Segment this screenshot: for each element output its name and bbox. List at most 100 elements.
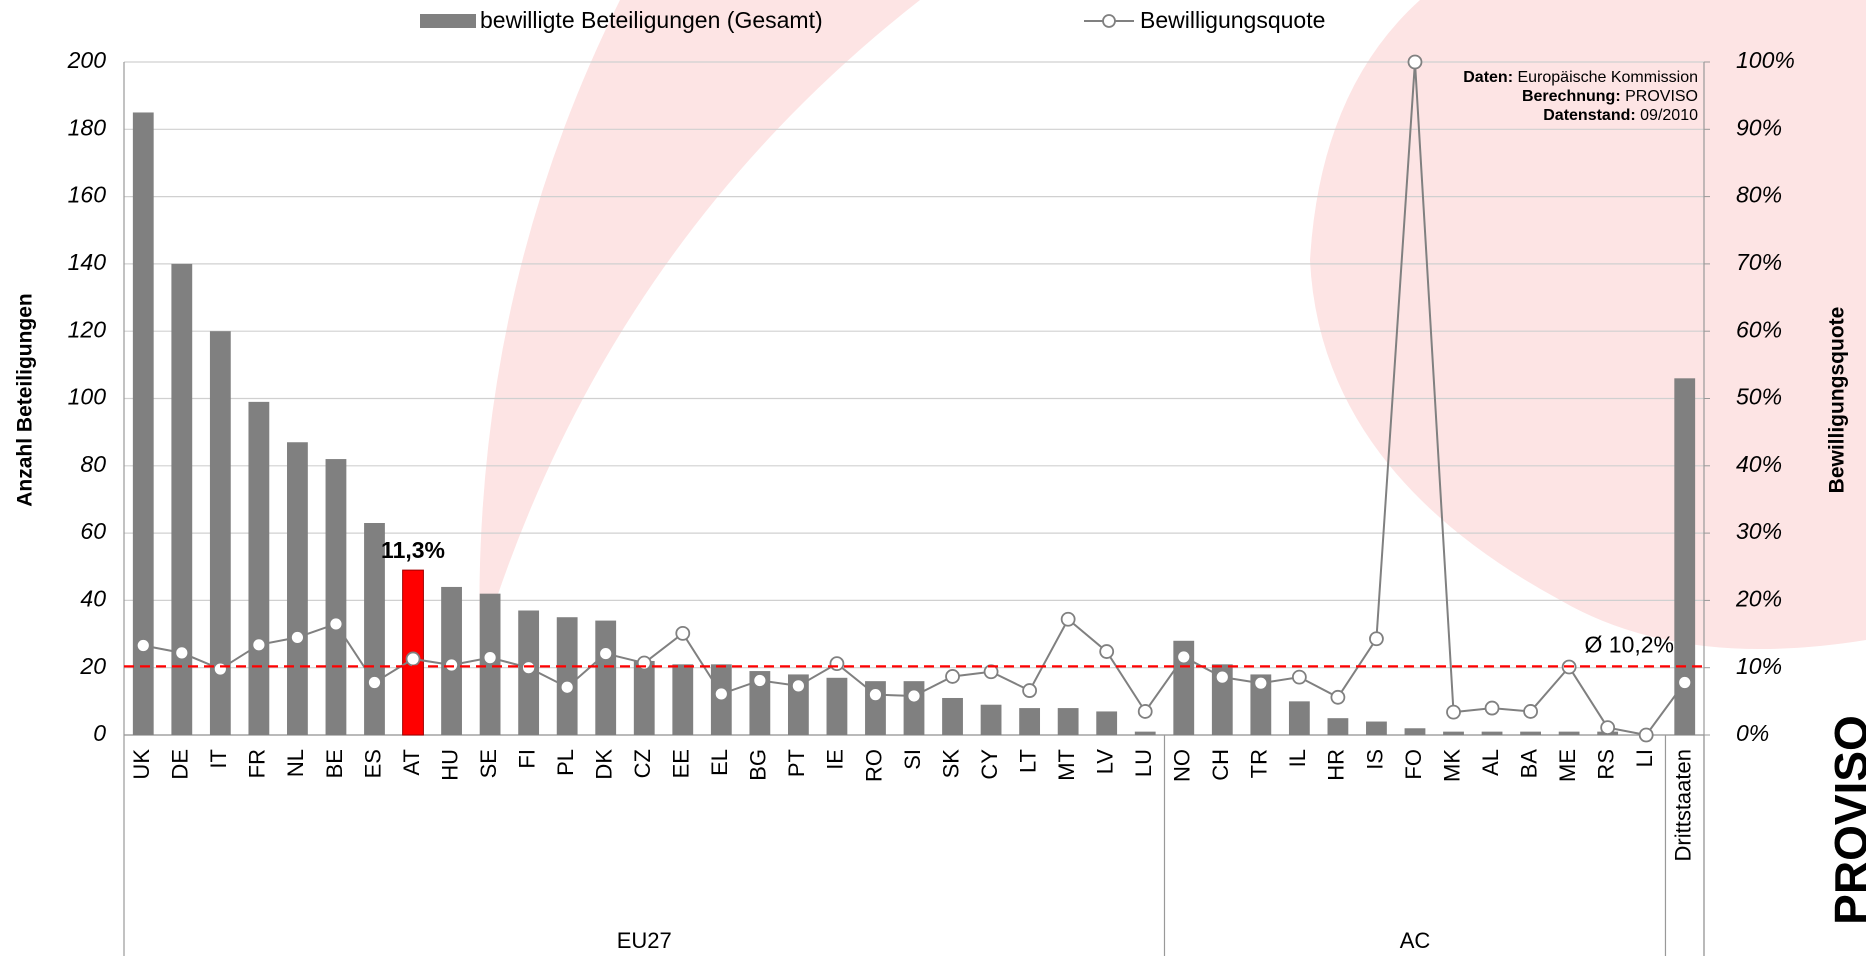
line-marker [1099,644,1115,659]
x-tick-label: FO [1401,749,1426,780]
annotation: 11,3% [381,537,445,563]
reference-label: Ø 10,2% [1585,631,1675,657]
line-marker [328,616,344,632]
x-tick-label: TR [1247,749,1272,778]
line-marker [1060,611,1076,627]
x-tick-label: CH [1208,749,1233,781]
bar [1674,378,1696,735]
legend-label: Bewilligungsquote [1140,7,1325,33]
x-tick-label: PL [553,749,578,776]
source-text: Europäische Kommission [1517,69,1698,86]
line-marker [174,645,190,661]
bar [248,401,270,735]
line-marker [135,638,151,653]
bar [826,677,848,735]
bar [942,697,963,735]
bar [1366,721,1387,735]
decor-circle [1310,0,1866,649]
bar [980,704,1002,735]
line-marker [1330,689,1346,705]
x-tick-label: EL [707,749,732,776]
x-tick-label: MT [1054,749,1079,781]
x-tick-label: IE [823,749,848,770]
source-key: Datenstand: [1543,107,1635,124]
y-tick-label: 60 [80,518,106,544]
x-tick-label: BE [322,749,347,778]
x-tick-label: SE [476,749,501,778]
x-tick-label: IL [1285,749,1310,767]
bar [1327,718,1349,735]
bar [556,617,578,735]
line-marker [1176,649,1192,665]
x-tick-label: RO [861,749,886,782]
bar [287,442,308,735]
line-marker [290,630,305,645]
bar [633,660,655,735]
x-tick-label: AT [399,749,424,775]
x-tick-label: Drittstaaten [1671,749,1696,862]
line-marker [1137,704,1153,719]
line-marker [251,637,267,653]
x-tick-label: HR [1324,749,1349,781]
bar [1404,728,1426,735]
source-line: Datenstand: 09/2010 [1543,107,1698,124]
legend-swatch [420,14,476,28]
x-tick-label: LV [1092,749,1117,775]
legend-label: bewilligte Beteiligungen (Gesamt) [480,7,823,33]
y-axis-title: Anzahl Beteiligungen [14,293,37,507]
bar [1096,711,1118,735]
line-marker [790,678,806,694]
x-tick-label: MK [1439,749,1464,782]
source-line: Daten: Europäische Kommission [1463,69,1698,86]
x-tick-label: IT [206,749,231,769]
bar [171,263,193,735]
x-tick-label: UK [129,749,154,780]
y-tick-label: 180 [68,114,107,140]
line-marker [1022,683,1038,698]
y-tick-label: 200 [67,47,107,73]
bar [749,671,771,735]
group-label: EU27 [617,928,672,953]
y-tick-label: 20 [79,653,106,679]
x-tick-label: DK [592,749,617,780]
x-tick-label: FI [514,749,539,769]
bar [1288,701,1310,735]
x-tick-label: BG [746,749,771,781]
line-marker [212,661,228,677]
bar [1443,731,1464,735]
bar [1520,731,1541,735]
y2-tick-label: 90% [1736,114,1782,140]
bar [209,331,231,735]
line-marker [1214,669,1230,685]
y-tick-label: 100 [68,384,107,410]
x-tick-label: HU [437,749,462,781]
group-label: AC [1400,928,1431,953]
source-text: 09/2010 [1640,107,1698,124]
source-key: Daten: [1463,69,1513,86]
y-tick-label: 160 [68,182,107,208]
line-marker [444,657,459,673]
x-tick-label: RS [1593,749,1618,780]
y-tick-label: 80 [80,451,106,477]
x-tick-label: EE [669,749,694,778]
bar [1057,708,1079,735]
line-marker [598,646,614,661]
y2-axis-title: Bewilligungsquote [1826,307,1849,494]
line-marker [636,655,652,671]
source-key: Berechnung: [1522,88,1621,105]
background [479,0,1866,650]
line-marker [983,664,999,680]
x-tick-label: LI [1632,749,1657,767]
line-marker [521,660,537,676]
x-tick-label: ME [1555,749,1580,782]
y2-tick-label: 10% [1736,653,1782,679]
x-tick-label: BA [1516,749,1541,779]
bar [595,620,617,735]
y2-tick-label: 40% [1736,451,1782,477]
bar [672,664,694,735]
line-marker [1677,675,1693,690]
bar [325,459,347,735]
source-line: Berechnung: PROVISO [1522,88,1698,105]
y-tick-label: 140 [68,249,107,275]
